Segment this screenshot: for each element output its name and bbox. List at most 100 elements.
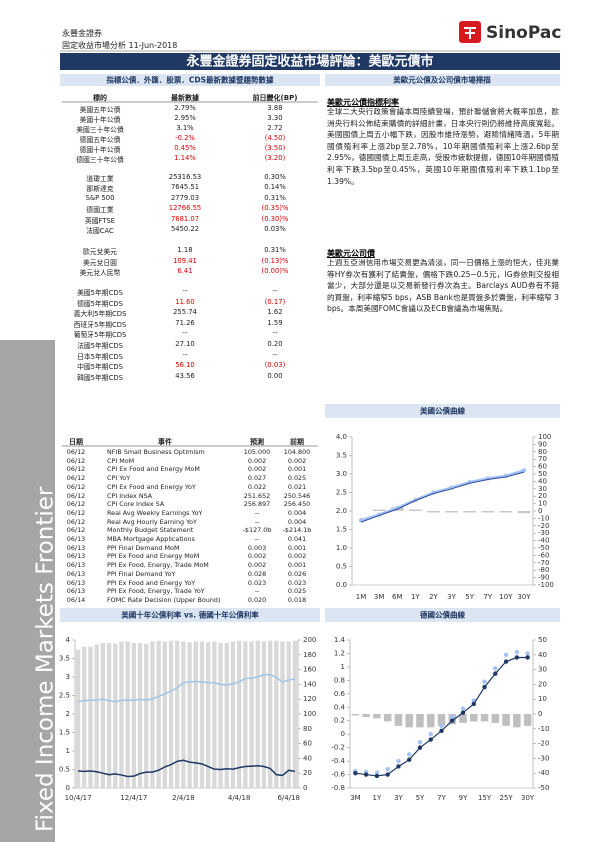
y-tick-label: 0.6 xyxy=(334,690,346,698)
y-tick-label: 2 xyxy=(66,710,70,718)
bar xyxy=(175,640,180,788)
y2-tick-label: 200 xyxy=(303,636,316,644)
event-forecast: -$127.0b xyxy=(242,526,272,535)
y-tick-label: 1 xyxy=(66,747,70,755)
bar xyxy=(394,714,403,726)
y2-tick-label: 180 xyxy=(303,651,316,659)
commentary-title-bar xyxy=(325,74,560,86)
bar xyxy=(513,714,521,728)
event-name: PPI Ex Food and Energy YoY xyxy=(107,578,196,587)
y-tick-label: -0.8 xyxy=(331,784,345,792)
row-change: 1.59 xyxy=(267,318,283,327)
bar xyxy=(426,714,435,728)
bar xyxy=(480,714,489,722)
event-previous: 0.026 xyxy=(287,569,307,578)
event-name: CPI Core Index SA xyxy=(107,500,165,509)
point xyxy=(493,671,498,676)
event-previous: -$214.1b xyxy=(282,526,312,535)
row-change: (0.35)% xyxy=(261,204,289,213)
row-name: 日本5年期CDS xyxy=(77,352,123,361)
point xyxy=(503,659,509,664)
event-name: PPI Ex Food and Energy MoM xyxy=(107,552,200,561)
event-date: 06/12 xyxy=(66,491,86,500)
row-value: 25316.53 xyxy=(168,173,202,181)
y2-tick-label: 10 xyxy=(538,695,547,703)
event-date: 06/13 xyxy=(66,552,86,561)
event-previous: 0.025 xyxy=(287,587,307,596)
x-tick-label: 3Y xyxy=(394,794,403,802)
y-tick-label: 2.5 xyxy=(336,489,347,497)
y2-tick-label: -70 xyxy=(538,559,549,567)
line xyxy=(77,674,296,703)
x-tick-label: 9Y xyxy=(459,794,468,802)
y2-tick-label: 0 xyxy=(303,784,307,792)
point xyxy=(374,770,380,775)
x-tick-label: 2Y xyxy=(429,593,438,601)
y2-tick-label: -30 xyxy=(538,754,549,762)
x-tick-label: 30Y xyxy=(517,593,531,601)
x-tick-label: 6M xyxy=(392,593,403,601)
event-date: 06/13 xyxy=(66,569,86,578)
x-tick-label: 1Y xyxy=(411,593,420,601)
x-tick-label: 1Y xyxy=(373,794,382,802)
x-tick-label: 15Y xyxy=(478,794,492,802)
event-previous: 0.002 xyxy=(287,552,307,561)
event-name: Real Avg Hourly Earning YoY xyxy=(107,517,197,526)
y2-tick-label: 100 xyxy=(538,433,551,441)
y-tick-label: 0.4 xyxy=(334,703,346,711)
event-date: 06/12 xyxy=(66,500,86,509)
y-tick-label: -0.2 xyxy=(331,744,345,752)
y2-tick-label: -40 xyxy=(538,537,549,545)
title-bar xyxy=(60,53,560,70)
event-name: Monthly Budget Statement xyxy=(107,526,194,535)
x-tick-label: 1M xyxy=(356,593,367,601)
row-value: 3.1% xyxy=(176,124,194,132)
row-value: 6.41 xyxy=(177,267,193,275)
bar xyxy=(372,509,386,511)
row-value: 2.79% xyxy=(174,104,196,112)
event-previous: 0.025 xyxy=(287,474,307,483)
y2-tick-label: 60 xyxy=(303,740,312,748)
bar xyxy=(193,641,198,788)
event-name: PPI Final Demand MoM xyxy=(107,543,180,552)
y2-tick-label: -20 xyxy=(538,740,549,748)
y-tick-label: -0.4 xyxy=(331,757,345,765)
point xyxy=(525,651,530,656)
event-previous: 0.021 xyxy=(287,482,307,491)
point xyxy=(503,652,509,657)
point xyxy=(514,655,520,660)
event-previous: 0.002 xyxy=(287,456,307,465)
row-name: 那斯達克 xyxy=(86,185,114,194)
bar xyxy=(113,643,118,788)
y2-tick-label: 60 xyxy=(538,463,547,471)
row-value: 56.10 xyxy=(175,361,195,370)
bar xyxy=(286,641,291,788)
bar xyxy=(230,641,236,788)
bar xyxy=(199,641,205,788)
y-tick-label: 0.0 xyxy=(336,581,347,589)
x-tick-label: 5Y xyxy=(416,794,425,802)
chart-title: 德國公債曲線 xyxy=(420,610,465,620)
page-title: 永豐金證券固定收益市場評論：美歐元債市 xyxy=(185,54,433,70)
logo-glyph xyxy=(464,27,476,39)
table-title-bar xyxy=(60,74,320,86)
commentary-title: 美歐元公債及公司債市場掃描 xyxy=(393,75,491,85)
row-value: 109.41 xyxy=(173,256,197,265)
y2-tick-label: 80 xyxy=(303,725,312,733)
x-tick-label: 3Y xyxy=(447,593,456,601)
y2-tick-label: 50 xyxy=(538,636,547,644)
y2-tick-label: 0 xyxy=(538,710,542,718)
event-name: CPI Ex Food and Energy MoM xyxy=(107,465,200,474)
row-name: 義大利5年期CDS xyxy=(73,310,127,319)
row-change: -- xyxy=(272,329,278,338)
point xyxy=(439,728,444,734)
row-name: 美國十年公債 xyxy=(79,116,121,124)
y2-tick-label: 40 xyxy=(303,754,312,762)
row-name: 美國5年期CDS xyxy=(77,289,123,297)
y-tick-label: 1.4 xyxy=(334,636,346,644)
y2-tick-label: 50 xyxy=(538,470,547,478)
bar xyxy=(224,642,229,788)
row-value: -- xyxy=(182,287,188,295)
bar xyxy=(249,641,254,788)
